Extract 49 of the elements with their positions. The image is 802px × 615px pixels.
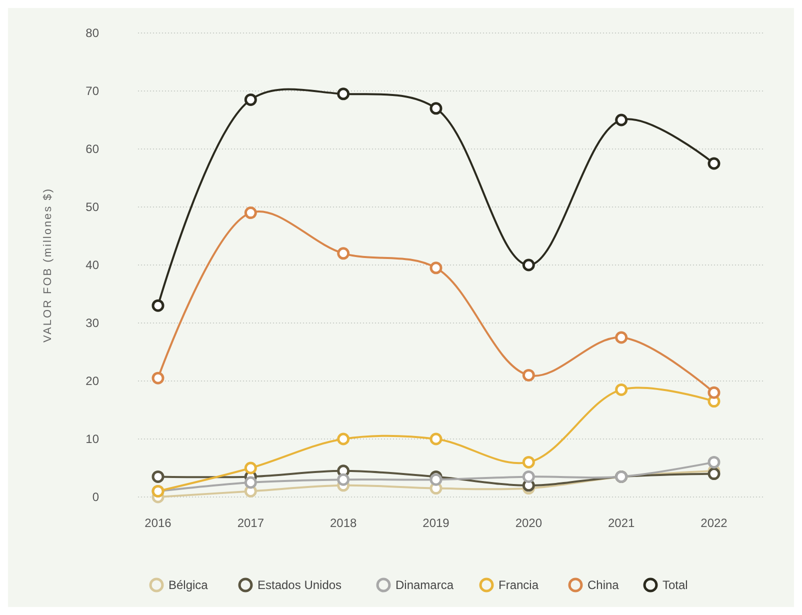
x-tick-label: 2021	[608, 516, 636, 530]
y-tick-label: 80	[86, 26, 100, 40]
x-tick-label: 2019	[422, 516, 450, 530]
y-tick-label: 10	[86, 432, 100, 446]
y-axis-title: VALOR FOB (millones $)	[42, 187, 54, 343]
y-tick-label: 50	[86, 200, 100, 214]
point	[708, 386, 720, 399]
point	[430, 262, 442, 274]
point	[522, 258, 535, 272]
legend-label: China	[588, 578, 620, 592]
point	[615, 114, 628, 126]
point	[244, 93, 257, 106]
y-tick-label: 60	[86, 142, 100, 156]
legend-label: Dinamarca	[396, 578, 454, 592]
point	[152, 299, 164, 312]
point	[615, 383, 628, 396]
point	[522, 456, 535, 468]
point	[708, 468, 720, 480]
x-tick-label: 2022	[700, 516, 728, 530]
point	[152, 470, 164, 483]
point	[430, 473, 442, 486]
point	[337, 247, 350, 260]
point	[522, 470, 535, 483]
point	[337, 473, 350, 486]
y-tick-label: 30	[86, 316, 100, 330]
point	[152, 372, 164, 384]
point	[522, 368, 535, 382]
point	[708, 456, 720, 468]
legend-label: Total	[662, 578, 688, 592]
point	[337, 432, 350, 446]
point	[708, 157, 720, 170]
y-tick-label: 40	[86, 258, 100, 272]
x-tick-label: 2016	[144, 516, 172, 530]
x-tick-label: 2017	[237, 516, 264, 530]
y-tick-label: 70	[86, 84, 100, 98]
point	[430, 102, 442, 115]
point	[244, 462, 257, 474]
point	[244, 476, 257, 489]
point	[244, 206, 257, 220]
point	[615, 331, 628, 344]
point	[430, 432, 442, 446]
x-tick-label: 2020	[515, 516, 542, 530]
legend-label: Bélgica	[168, 578, 208, 592]
x-tick-label: 2018	[330, 516, 358, 530]
y-tick-label: 0	[92, 490, 100, 504]
point	[337, 88, 350, 100]
y-tick-label: 20	[86, 374, 100, 388]
legend-label: Estados Unidos	[258, 578, 342, 592]
legend-label: Francia	[498, 578, 539, 592]
